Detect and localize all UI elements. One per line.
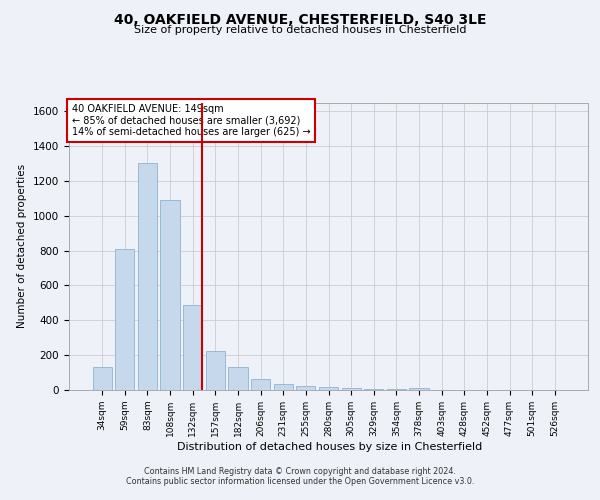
Bar bbox=[296, 386, 316, 390]
Text: Contains public sector information licensed under the Open Government Licence v3: Contains public sector information licen… bbox=[126, 477, 474, 486]
Bar bbox=[160, 200, 180, 390]
Bar bbox=[409, 388, 428, 390]
Text: 40, OAKFIELD AVENUE, CHESTERFIELD, S40 3LE: 40, OAKFIELD AVENUE, CHESTERFIELD, S40 3… bbox=[114, 12, 486, 26]
Bar bbox=[251, 378, 270, 390]
Text: Size of property relative to detached houses in Chesterfield: Size of property relative to detached ho… bbox=[134, 25, 466, 35]
Bar bbox=[341, 388, 361, 390]
Bar bbox=[115, 249, 134, 390]
Bar bbox=[387, 389, 406, 390]
Bar bbox=[138, 162, 157, 390]
Text: Distribution of detached houses by size in Chesterfield: Distribution of detached houses by size … bbox=[178, 442, 482, 452]
Bar bbox=[92, 368, 112, 390]
Bar bbox=[183, 304, 202, 390]
Bar bbox=[206, 351, 225, 390]
Bar bbox=[229, 368, 248, 390]
Y-axis label: Number of detached properties: Number of detached properties bbox=[17, 164, 28, 328]
Bar bbox=[274, 384, 293, 390]
Text: 40 OAKFIELD AVENUE: 149sqm
← 85% of detached houses are smaller (3,692)
14% of s: 40 OAKFIELD AVENUE: 149sqm ← 85% of deta… bbox=[71, 104, 310, 137]
Bar bbox=[364, 389, 383, 390]
Text: Contains HM Land Registry data © Crown copyright and database right 2024.: Contains HM Land Registry data © Crown c… bbox=[144, 467, 456, 476]
Bar bbox=[319, 388, 338, 390]
